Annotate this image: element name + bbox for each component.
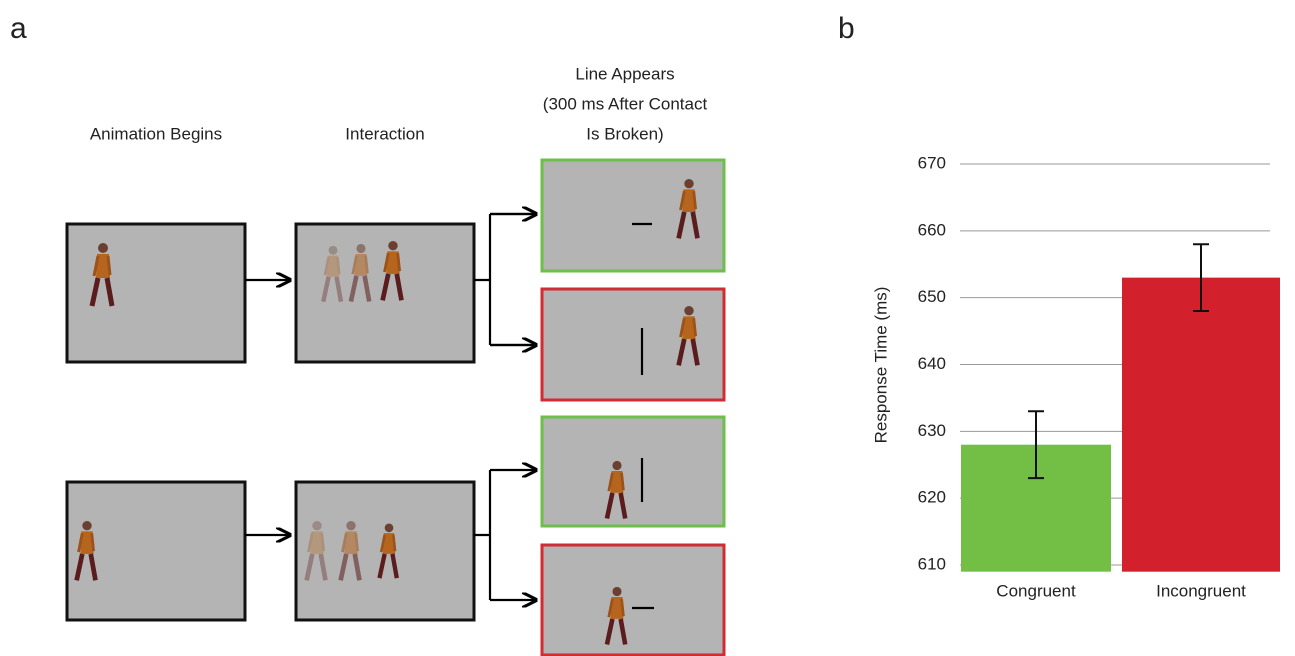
bar — [1122, 277, 1280, 572]
panel-label: b — [838, 12, 855, 45]
frame — [540, 287, 726, 402]
stage-header: Interaction — [345, 124, 424, 143]
error-bar — [1028, 410, 1044, 480]
y-tick-label: 650 — [918, 287, 946, 306]
frame — [65, 480, 247, 622]
bracket — [474, 470, 492, 600]
bracket — [474, 212, 536, 347]
stage-header: (300 ms After Contact — [543, 94, 708, 113]
frame — [540, 158, 726, 273]
y-tick-label: 630 — [918, 421, 946, 440]
panel-label: a — [10, 12, 27, 45]
y-axis-label: Response Time (ms) — [871, 287, 890, 444]
frame — [540, 543, 726, 656]
x-tick-label: Congruent — [996, 581, 1076, 600]
stage-header: Line Appears — [575, 64, 674, 83]
stage-header: Animation Begins — [90, 124, 222, 143]
y-tick-label: 610 — [918, 554, 946, 573]
frame — [540, 415, 726, 528]
bar-chart: Response Time (ms) 610 620 630 640 650 660 670… — [871, 153, 1280, 600]
y-tick-label: 660 — [918, 220, 946, 239]
diagram: Animation Begins Interaction Line Appear… — [65, 64, 726, 656]
y-tick-label: 640 — [918, 354, 946, 373]
x-tick-label: Incongruent — [1156, 581, 1246, 600]
y-tick-label: 620 — [918, 488, 946, 507]
y-tick-label: 670 — [918, 153, 946, 172]
stage-header: Is Broken) — [586, 124, 663, 143]
error-bar — [1193, 243, 1209, 313]
